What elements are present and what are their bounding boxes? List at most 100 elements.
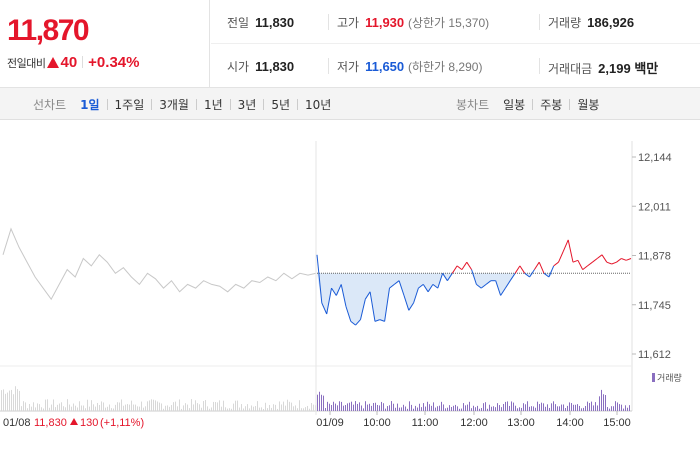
volume-bar	[465, 405, 466, 411]
previous-volume-bar	[271, 407, 272, 411]
candle-period-option-1[interactable]: 주봉	[540, 98, 563, 112]
volume-bar	[621, 404, 622, 411]
divider	[195, 99, 197, 110]
y-tick-label: 11,745	[638, 300, 671, 312]
volume-bar	[419, 403, 420, 411]
previous-volume-bar	[95, 406, 96, 411]
candle-period-option-2[interactable]: 월봉	[577, 98, 600, 112]
previous-volume-bar	[115, 404, 116, 411]
volume-bar	[341, 401, 342, 411]
volume-bar	[451, 406, 452, 411]
line-period-option-3[interactable]: 1년	[203, 98, 223, 112]
volume-bar	[371, 405, 372, 411]
previous-volume-bar	[173, 402, 174, 411]
line-period-option-4[interactable]: 3년	[237, 98, 257, 112]
line-chart-options: 선차트 1일 1주일 3개월 1년 3년 5년 10년	[33, 96, 331, 113]
price-line-segment	[553, 261, 559, 267]
chart-toolbar: 선차트 1일 1주일 3개월 1년 3년 5년 10년 봉차트 일봉 주봉 월봉	[0, 88, 700, 120]
price-line-segment	[364, 291, 371, 300]
volume-bar	[347, 403, 348, 411]
divider	[263, 99, 265, 110]
volume-bar	[345, 405, 346, 411]
volume-bar	[471, 408, 472, 411]
volume-bar	[507, 401, 508, 411]
previous-volume-bar	[21, 406, 22, 411]
volume-bar	[461, 408, 462, 411]
previous-volume-bar	[39, 404, 40, 411]
price-line-segment	[558, 250, 564, 263]
previous-volume-bar	[171, 405, 172, 411]
price-line-segment	[340, 284, 347, 307]
price-line-segment	[374, 319, 380, 322]
line-period-option-1[interactable]: 1주일	[114, 98, 145, 112]
price-summary: 11,870 전일대비 40 +0.34%	[0, 0, 210, 88]
previous-volume-bar	[195, 400, 196, 411]
previous-volume-bar	[261, 407, 262, 411]
previous-volume-bar	[87, 399, 88, 411]
volume-bar	[373, 402, 374, 411]
previous-volume-bar	[41, 407, 42, 411]
previous-volume-bar	[23, 401, 24, 411]
previous-volume-bar	[55, 407, 56, 411]
price-line-segment	[335, 284, 342, 296]
previous-volume-bar	[299, 400, 300, 411]
current-price: 11,870	[7, 14, 90, 47]
volume-bar	[489, 404, 490, 411]
volume-bar	[585, 405, 586, 411]
volume-bar	[421, 407, 422, 411]
previous-volume-bar	[281, 404, 282, 411]
previous-volume-bar	[9, 390, 10, 411]
previous-volume-bar	[71, 406, 72, 411]
stat-volume: 거래량 186,926	[548, 15, 635, 30]
previous-volume-bar	[283, 401, 284, 411]
up-triangle-icon	[70, 418, 78, 425]
previous-volume-bar	[13, 394, 14, 411]
previous-volume-bar	[309, 408, 310, 411]
volume-bar	[385, 408, 386, 411]
line-period-option-0[interactable]: 1일	[80, 98, 100, 112]
volume-bar	[493, 406, 494, 411]
volume-bar	[519, 407, 520, 411]
line-period-option-5[interactable]: 5년	[271, 98, 291, 112]
line-period-option-6[interactable]: 10년	[305, 98, 332, 112]
price-line-segment	[606, 261, 612, 265]
volume-bar	[403, 404, 404, 411]
previous-volume-bar	[85, 408, 86, 411]
previous-volume-bar	[121, 399, 122, 411]
x-tick-label: 11:00	[412, 417, 439, 429]
previous-volume-bar	[245, 406, 246, 411]
volume-bar	[357, 403, 358, 411]
volume-bar	[409, 401, 410, 411]
previous-day-line	[2, 227, 317, 301]
previous-volume-bar	[37, 403, 38, 411]
price-line-segment	[398, 280, 405, 296]
volume-bar	[355, 401, 356, 411]
volume-bar	[599, 396, 600, 411]
volume-bar	[603, 394, 604, 411]
stat-low: 저가 11,650 (하한가 8,290)	[337, 59, 483, 74]
previous-volume-bar	[155, 400, 156, 411]
y-tick-label: 11,612	[638, 349, 671, 361]
volume-bar	[615, 401, 616, 411]
volume-bar	[459, 408, 460, 411]
volume-bar	[387, 406, 388, 411]
volume-bar	[517, 408, 518, 411]
previous-volume-bar	[295, 405, 296, 411]
volume-bar	[499, 405, 500, 411]
previous-volume-bar	[29, 404, 30, 411]
line-period-option-2[interactable]: 3개월	[159, 98, 189, 112]
volume-bar	[323, 395, 324, 411]
volume-bar	[579, 405, 580, 411]
candle-period-option-0[interactable]: 일봉	[503, 98, 526, 112]
previous-volume-bar	[179, 399, 180, 411]
price-line-segment	[567, 239, 574, 263]
previous-volume-bar	[305, 407, 306, 411]
change-row: 전일대비 40 +0.34%	[7, 54, 139, 71]
volume-bar	[625, 405, 626, 411]
previous-volume-bar	[239, 407, 240, 411]
previous-volume-bar	[215, 402, 216, 411]
previous-close: 11,830	[34, 417, 67, 429]
previous-volume-bar	[237, 400, 238, 411]
x-tick-label: 12:00	[460, 417, 488, 429]
previous-volume-bar	[89, 406, 90, 411]
